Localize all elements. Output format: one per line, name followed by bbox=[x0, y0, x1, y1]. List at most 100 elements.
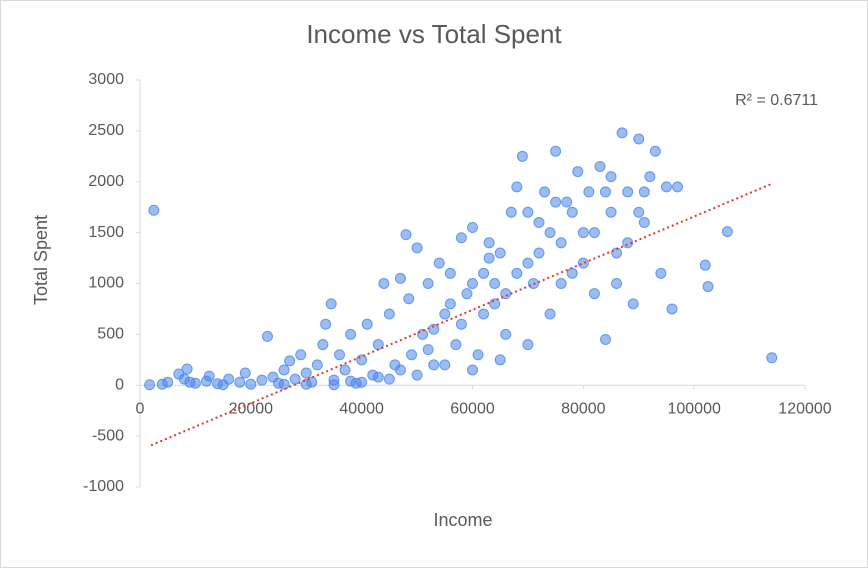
data-point bbox=[505, 206, 517, 218]
data-point bbox=[622, 237, 634, 249]
data-point bbox=[494, 247, 506, 259]
data-point bbox=[666, 303, 678, 315]
data-point bbox=[184, 376, 196, 388]
data-point bbox=[345, 375, 357, 387]
data-point bbox=[638, 186, 650, 198]
data-point bbox=[478, 308, 490, 320]
data-point bbox=[234, 376, 246, 388]
data-point bbox=[300, 378, 312, 390]
data-point bbox=[533, 247, 545, 259]
data-point bbox=[511, 181, 523, 193]
data-point bbox=[444, 267, 456, 279]
data-point bbox=[544, 227, 556, 239]
data-point bbox=[439, 359, 451, 371]
data-point bbox=[622, 186, 634, 198]
data-point bbox=[361, 318, 373, 330]
data-point bbox=[394, 364, 406, 376]
y-tick-label: 3000 bbox=[88, 71, 124, 88]
data-point bbox=[461, 288, 473, 300]
data-point bbox=[284, 355, 296, 367]
data-point bbox=[577, 257, 589, 269]
data-point bbox=[572, 166, 584, 178]
data-point bbox=[278, 378, 290, 390]
data-point bbox=[522, 257, 534, 269]
data-point bbox=[489, 298, 501, 310]
y-tick-label: 1000 bbox=[88, 275, 124, 292]
data-point bbox=[583, 186, 595, 198]
data-point bbox=[256, 374, 268, 386]
data-point bbox=[148, 204, 160, 216]
data-point bbox=[245, 378, 257, 390]
y-tick-label: -500 bbox=[92, 427, 124, 444]
y-tick-label: -1000 bbox=[83, 478, 124, 495]
data-point bbox=[539, 186, 551, 198]
data-point bbox=[278, 364, 290, 376]
data-point bbox=[455, 232, 467, 244]
data-point bbox=[483, 237, 495, 249]
data-point bbox=[588, 288, 600, 300]
r-squared: R² = 0.6711 bbox=[735, 92, 818, 109]
data-point bbox=[356, 376, 368, 388]
data-point bbox=[600, 333, 611, 345]
data-point bbox=[649, 145, 661, 157]
data-point bbox=[383, 308, 395, 320]
x-axis-label: Income bbox=[433, 510, 492, 530]
data-point bbox=[217, 379, 229, 391]
data-point bbox=[422, 344, 434, 356]
x-tick-label: 60000 bbox=[450, 400, 495, 417]
data-point bbox=[311, 359, 323, 371]
data-point bbox=[566, 267, 578, 279]
data-point bbox=[422, 278, 434, 289]
data-point bbox=[561, 196, 573, 208]
y-axis-label: Total Spent bbox=[31, 215, 51, 305]
data-point bbox=[644, 171, 656, 183]
data-point bbox=[467, 364, 478, 376]
data-point bbox=[544, 308, 556, 320]
data-point bbox=[660, 181, 672, 193]
data-point bbox=[394, 272, 406, 284]
data-point bbox=[411, 242, 423, 254]
data-point bbox=[500, 328, 512, 340]
x-tick-label: 80000 bbox=[561, 400, 606, 417]
data-point bbox=[334, 349, 345, 361]
data-point bbox=[400, 229, 412, 241]
data-point bbox=[317, 339, 329, 351]
data-point bbox=[494, 354, 506, 366]
y-tick-label: 1500 bbox=[88, 224, 124, 241]
data-point bbox=[356, 354, 368, 366]
x-tick-label: 120000 bbox=[778, 400, 831, 417]
data-point bbox=[699, 259, 711, 271]
data-point bbox=[616, 127, 628, 139]
trendline bbox=[150, 182, 773, 447]
data-point bbox=[300, 367, 312, 379]
data-point bbox=[181, 363, 193, 375]
data-point bbox=[417, 328, 429, 340]
data-point bbox=[383, 373, 395, 385]
data-point bbox=[472, 349, 484, 361]
data-point bbox=[555, 278, 567, 289]
x-tick-label: 40000 bbox=[339, 400, 384, 417]
y-tick-label: 2500 bbox=[88, 122, 124, 139]
data-point bbox=[550, 196, 562, 208]
data-point bbox=[721, 226, 733, 238]
data-point bbox=[555, 237, 567, 249]
data-point bbox=[566, 206, 578, 218]
data-point bbox=[428, 359, 440, 371]
data-point bbox=[533, 216, 545, 228]
data-point bbox=[144, 379, 156, 391]
data-point bbox=[455, 318, 467, 330]
data-point bbox=[345, 328, 357, 340]
data-point bbox=[611, 247, 623, 259]
data-point bbox=[328, 379, 340, 391]
data-point bbox=[516, 150, 528, 162]
y-tick-label: 500 bbox=[97, 326, 124, 343]
data-point bbox=[600, 186, 611, 198]
data-point bbox=[522, 339, 534, 351]
data-point bbox=[550, 145, 562, 157]
data-point bbox=[325, 298, 337, 310]
data-point bbox=[478, 267, 490, 279]
data-point bbox=[467, 278, 478, 289]
x-tick-label: 100000 bbox=[667, 400, 720, 417]
